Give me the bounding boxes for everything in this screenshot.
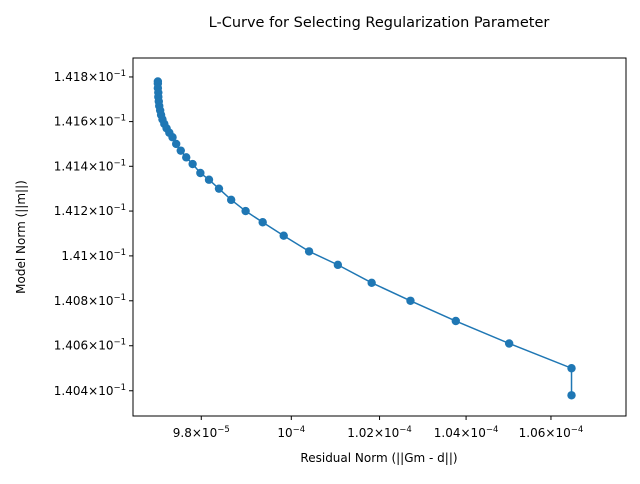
data-point <box>226 195 236 205</box>
data-point <box>333 260 343 270</box>
y-axis-label: Model Norm (||m||) <box>14 180 28 294</box>
x-tick-label: 1.06×10−4 <box>519 425 584 440</box>
plot-layer <box>153 77 576 400</box>
data-point <box>504 339 514 348</box>
data-point <box>258 218 267 227</box>
y-tick-label: 1.414×10−1 <box>54 158 126 173</box>
data-point <box>367 278 376 288</box>
x-tick-label: 1.02×10−4 <box>347 425 412 440</box>
data-point <box>567 391 576 400</box>
x-tick-label: 9.8×10−5 <box>173 425 230 440</box>
data-point <box>406 296 415 305</box>
y-tick-label: 1.41×10−1 <box>61 248 126 263</box>
x-tick-label: 10−4 <box>277 425 305 440</box>
y-tick-label: 1.408×10−1 <box>54 293 126 308</box>
y-axis-ticks: 1.404×10−1 1.406×10−1 1.408×10−1 1.41×10−1 1… <box>54 69 133 398</box>
y-tick-label: 1.416×10−1 <box>54 114 126 129</box>
y-tick-label: 1.406×10−1 <box>54 338 126 353</box>
data-point <box>171 139 181 149</box>
x-tick-label: 1.04×10−4 <box>434 425 499 440</box>
data-point <box>176 146 185 155</box>
data-point <box>304 247 314 256</box>
chart-title: L-Curve for Selecting Regularization Par… <box>209 15 550 31</box>
y-tick-label: 1.404×10−1 <box>54 383 126 398</box>
y-tick-label: 1.418×10−1 <box>54 69 126 84</box>
y-tick-label: 1.412×10−1 <box>54 203 126 218</box>
data-point <box>214 184 224 193</box>
data-point <box>188 159 197 169</box>
x-axis-ticks: 9.8×10−5 10−4 1.02×10−4 1.04×10−4 1.06×10−4 <box>173 416 583 440</box>
data-point <box>451 316 460 326</box>
data-point <box>241 206 250 216</box>
data-point <box>182 153 191 162</box>
x-axis-label: Residual Norm (||Gm - d||) <box>300 451 457 465</box>
data-point <box>196 168 205 178</box>
data-point <box>279 231 288 240</box>
data-point <box>168 133 177 142</box>
data-point <box>204 175 214 184</box>
plot-area-frame <box>132 57 627 417</box>
data-point <box>567 364 576 373</box>
